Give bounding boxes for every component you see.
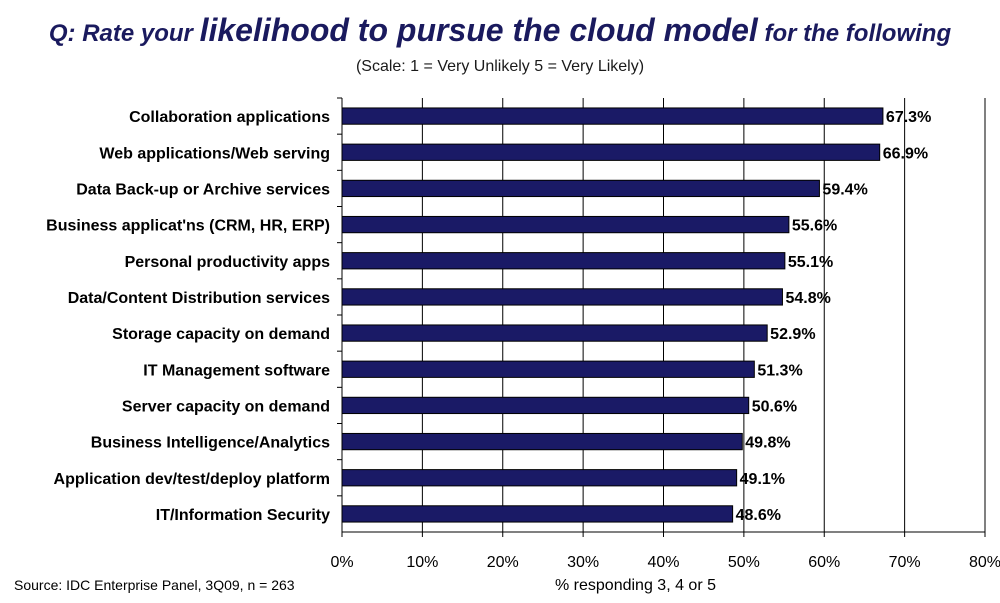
category-label: IT/Information Security (156, 507, 330, 524)
category-label: Server capacity on demand (122, 398, 330, 415)
bar (341, 432, 743, 451)
x-axis-label: % responding 3, 4 or 5 (555, 577, 716, 594)
bar (341, 252, 786, 270)
value-label: 50.6% (752, 398, 797, 415)
category-label: Web applications/Web serving (99, 145, 330, 162)
x-tick-label: 20% (487, 554, 519, 571)
value-label: 48.6% (736, 507, 781, 524)
value-label: 55.6% (792, 218, 837, 235)
x-tick-label: 50% (728, 554, 760, 571)
value-label: 52.9% (770, 326, 815, 343)
x-tick-label: 30% (567, 554, 599, 571)
value-label: 66.9% (883, 145, 928, 162)
value-label: 49.8% (745, 435, 790, 452)
category-label: Business Intelligence/Analytics (91, 435, 330, 452)
bar (341, 324, 768, 342)
x-tick-label: 40% (647, 554, 679, 571)
x-tick-label: 60% (808, 554, 840, 571)
chart-subtitle: (Scale: 1 = Very Unlikely 5 = Very Likel… (355, 58, 645, 75)
bar (341, 505, 734, 523)
bar (341, 179, 820, 198)
value-label: 67.3% (886, 109, 931, 126)
value-label: 59.4% (822, 181, 867, 198)
category-label: Data Back-up or Archive services (76, 181, 330, 198)
bar (341, 143, 881, 161)
bar (341, 107, 884, 125)
value-label: 51.3% (757, 362, 802, 379)
x-tick-label: 70% (889, 554, 921, 571)
title-part-3: for the following (757, 20, 952, 47)
x-tick-label: 10% (406, 554, 438, 571)
x-tick-label: 0% (330, 554, 353, 571)
category-label: Storage capacity on demand (112, 326, 330, 343)
value-label: 54.8% (785, 290, 830, 307)
title-part-1: Q: Rate your (48, 20, 200, 47)
bar (341, 396, 750, 415)
category-label: Business applicat'ns (CRM, HR, ERP) (46, 218, 330, 235)
category-label: Data/Content Distribution services (68, 290, 330, 307)
title-part-2: likelihood to pursue the cloud model (199, 12, 758, 48)
category-label: IT Management software (143, 362, 330, 379)
bar (341, 288, 783, 306)
category-label: Application dev/test/deploy platform (54, 471, 330, 488)
bar (341, 360, 755, 378)
chart-title: Q: Rate your likelihood to pursue the cl… (0, 12, 1000, 49)
source-note: Source: IDC Enterprise Panel, 3Q09, n = … (14, 577, 295, 593)
category-label: Collaboration applications (129, 109, 330, 126)
bar (341, 215, 790, 234)
x-tick-label: 80% (969, 554, 1000, 571)
category-label: Personal productivity apps (125, 254, 330, 271)
value-label: 49.1% (740, 471, 785, 488)
value-label: 55.1% (788, 254, 833, 271)
bar (341, 469, 738, 487)
